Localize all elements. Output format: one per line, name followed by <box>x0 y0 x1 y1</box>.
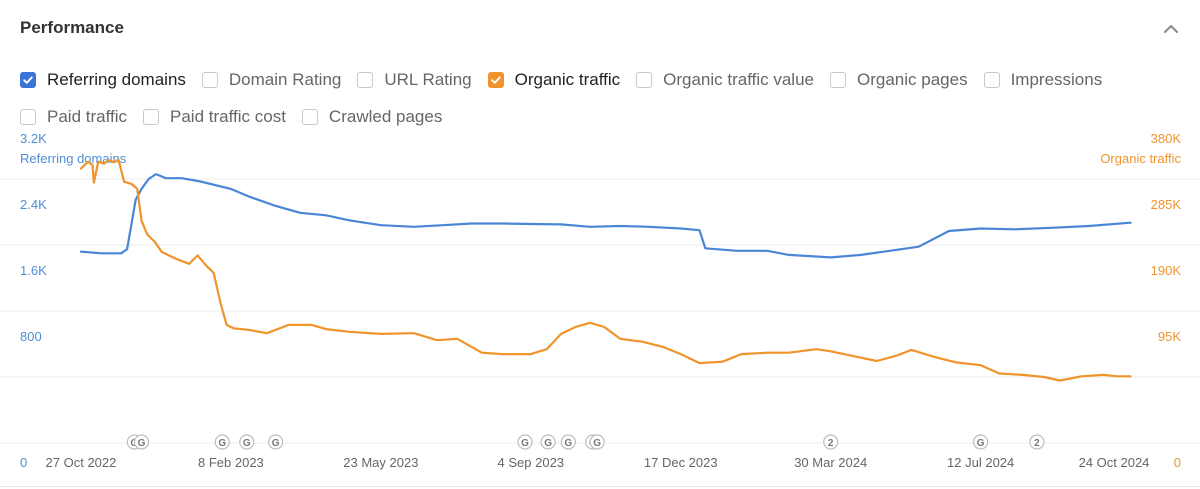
metric-toggle-paid-traffic-cost[interactable]: Paid traffic cost <box>143 105 286 129</box>
metric-label: Impressions <box>1010 70 1103 89</box>
update-marker[interactable]: G <box>540 434 556 450</box>
x-tick-label: 24 Oct 2024 <box>1079 455 1150 470</box>
metric-label: Organic traffic value <box>663 70 814 89</box>
update-marker[interactable]: G <box>268 434 284 450</box>
update-marker[interactable]: G <box>589 434 605 450</box>
metric-label: Paid traffic <box>47 107 128 126</box>
update-marker-label: G <box>272 438 280 449</box>
metric-toggle-impressions[interactable]: Impressions <box>983 68 1103 92</box>
update-marker[interactable]: 2 <box>1029 434 1045 450</box>
update-marker[interactable]: G <box>973 434 989 450</box>
metric-toggle-paid-traffic[interactable]: Paid traffic <box>20 105 127 129</box>
metric-toggle-organic-traffic-value[interactable]: Organic traffic value <box>636 68 814 92</box>
right-tick-label: 0 <box>1174 455 1181 470</box>
x-tick-label: 12 Jul 2024 <box>947 455 1014 470</box>
update-marker-label: G <box>521 438 529 449</box>
update-marker-label: G <box>544 438 552 449</box>
metric-label: Organic pages <box>857 70 968 89</box>
checkbox[interactable] <box>487 72 504 88</box>
update-marker[interactable]: G <box>560 434 576 450</box>
metric-toggle-organic-traffic[interactable]: Organic traffic <box>487 68 621 92</box>
x-tick-label: 23 May 2023 <box>343 455 418 470</box>
metric-toggle-domain-rating[interactable]: Domain Rating <box>201 68 342 92</box>
checkbox[interactable] <box>636 72 653 88</box>
checkbox[interactable] <box>20 109 36 125</box>
update-marker-label: G <box>593 438 601 449</box>
update-marker[interactable]: G <box>133 434 150 450</box>
metric-label: URL Rating <box>384 70 472 89</box>
collapse-chevron-icon[interactable] <box>1162 20 1180 38</box>
checkbox[interactable] <box>20 72 36 88</box>
x-tick-label: 27 Oct 2022 <box>46 455 117 470</box>
right-tick-label: 95K <box>1158 329 1181 344</box>
metric-toggle-organic-pages[interactable]: Organic pages <box>830 68 968 92</box>
checkbox[interactable] <box>201 72 218 88</box>
metric-toggles: Referring domains Domain Rating URL Rating… <box>20 68 1180 142</box>
right-tick-label: 285K <box>1151 197 1182 212</box>
right-tick-label: 190K <box>1151 263 1182 278</box>
metric-label: Domain Rating <box>228 70 342 89</box>
metric-label: Paid traffic cost <box>170 107 286 126</box>
update-marker-label: G <box>564 438 572 449</box>
update-marker-label: G <box>243 438 251 449</box>
series-line-organic-traffic <box>79 158 1132 382</box>
right-axis-title: Organic traffic <box>1100 151 1181 166</box>
checkbox[interactable] <box>143 109 160 125</box>
x-tick-label: 30 Mar 2024 <box>794 455 867 470</box>
metric-toggle-url-rating[interactable]: URL Rating <box>357 68 472 92</box>
checkmark-icon <box>490 76 501 84</box>
right-tick-label: 380K <box>1151 131 1182 146</box>
section-title: Performance <box>20 18 124 37</box>
series-line-referring-domains <box>79 173 1132 259</box>
left-tick-label: 1.6K <box>20 263 47 278</box>
x-tick-label: 17 Dec 2023 <box>644 455 718 470</box>
left-tick-label: 800 <box>20 329 42 344</box>
update-marker-label: 2 <box>1034 438 1040 449</box>
left-tick-label: 2.4K <box>20 197 47 212</box>
update-marker[interactable]: G <box>517 434 533 450</box>
x-tick-label: 4 Sep 2023 <box>498 455 565 470</box>
left-tick-label: 0 <box>20 455 27 470</box>
update-marker[interactable]: 2 <box>823 434 839 450</box>
metric-label: Crawled pages <box>328 107 443 126</box>
update-marker-label: G <box>218 438 226 449</box>
update-marker-label: G <box>138 438 146 449</box>
update-marker-label: G <box>977 438 985 449</box>
left-tick-label: 3.2K <box>20 131 47 146</box>
checkbox[interactable] <box>357 72 374 88</box>
metric-toggle-referring-domains[interactable]: Referring domains <box>20 68 186 92</box>
checkmark-icon <box>23 76 33 84</box>
checkbox[interactable] <box>983 72 1000 88</box>
update-marker-label: 2 <box>828 438 834 449</box>
checkbox[interactable] <box>301 109 318 125</box>
metric-label: Organic traffic <box>514 70 621 89</box>
update-marker[interactable]: G <box>214 434 230 450</box>
metric-toggle-crawled-pages[interactable]: Crawled pages <box>301 105 443 129</box>
section-divider <box>0 486 1200 487</box>
update-marker[interactable]: G <box>239 434 255 450</box>
metric-label: Referring domains <box>47 70 186 89</box>
checkbox[interactable] <box>830 72 846 88</box>
x-tick-label: 8 Feb 2023 <box>198 455 264 470</box>
